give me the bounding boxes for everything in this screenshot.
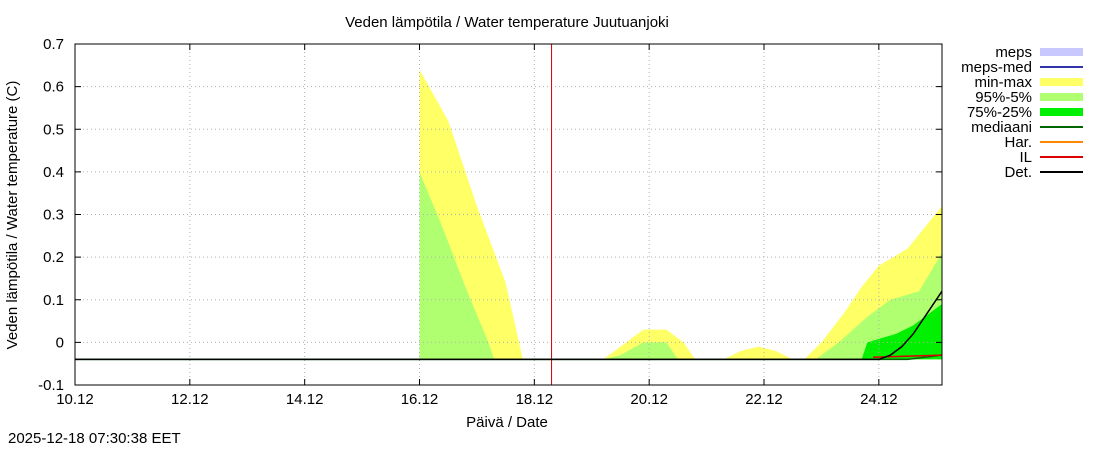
y-tick-label: -0.1 xyxy=(38,377,64,394)
x-tick-label: 24.12 xyxy=(860,391,898,408)
legend-label-minmax: min-max xyxy=(974,74,1032,91)
y-tick-label: 0 xyxy=(56,334,64,351)
band-75-25- xyxy=(861,304,942,360)
y-tick-label: 0.7 xyxy=(43,36,64,53)
legend-label-har: Har. xyxy=(1004,134,1032,151)
x-tick-label: 10.12 xyxy=(56,391,94,408)
y-axis-label: Veden lämpötila / Water temperature (C) xyxy=(4,81,21,350)
x-tick-label: 18.12 xyxy=(516,391,554,408)
legend-label-meps_med: meps-med xyxy=(961,59,1032,76)
legend-label-il: IL xyxy=(1019,149,1032,166)
legend-label-det: Det. xyxy=(1004,164,1032,181)
legend-label-p75_25: 75%-25% xyxy=(967,104,1032,121)
x-axis-label: Päivä / Date xyxy=(466,414,548,431)
timestamp: 2025-12-18 07:30:38 EET xyxy=(8,430,181,447)
legend-label-meps: meps xyxy=(995,44,1032,61)
legend-label-mediaani: mediaani xyxy=(971,119,1032,136)
legend: mepsmeps-medmin-max95%-5%75%-25%mediaani… xyxy=(961,44,1083,181)
y-tick-label: 0.5 xyxy=(43,121,64,138)
legend-swatch-p75_25 xyxy=(1040,108,1083,116)
x-tick-label: 22.12 xyxy=(745,391,783,408)
x-tick-label: 14.12 xyxy=(286,391,324,408)
plot-fills xyxy=(419,69,943,360)
y-tick-label: 0.1 xyxy=(43,292,64,309)
plot-lines xyxy=(75,44,943,385)
y-tick-label: 0.2 xyxy=(43,249,64,266)
axis-ticks: -0.1 0 0.1 0.2 0.3 0.4 0.5 0.6 0.7 10.12 12.12 14.1… xyxy=(38,36,942,408)
x-tick-label: 16.12 xyxy=(401,391,439,408)
legend-swatch-meps xyxy=(1040,48,1083,56)
y-tick-label: 0.3 xyxy=(43,207,64,224)
legend-swatch-minmax xyxy=(1040,78,1083,86)
y-tick-label: 0.6 xyxy=(43,79,64,96)
line-det- xyxy=(75,290,943,361)
y-tick-label: 0.4 xyxy=(43,164,64,181)
x-tick-label: 20.12 xyxy=(630,391,668,408)
legend-swatch-p95_5 xyxy=(1040,93,1083,101)
grid-lines xyxy=(75,44,942,385)
legend-label-p95_5: 95%-5% xyxy=(975,89,1032,106)
x-tick-label: 12.12 xyxy=(171,391,209,408)
chart-title: Veden lämpötila / Water temperature Juut… xyxy=(345,14,669,31)
